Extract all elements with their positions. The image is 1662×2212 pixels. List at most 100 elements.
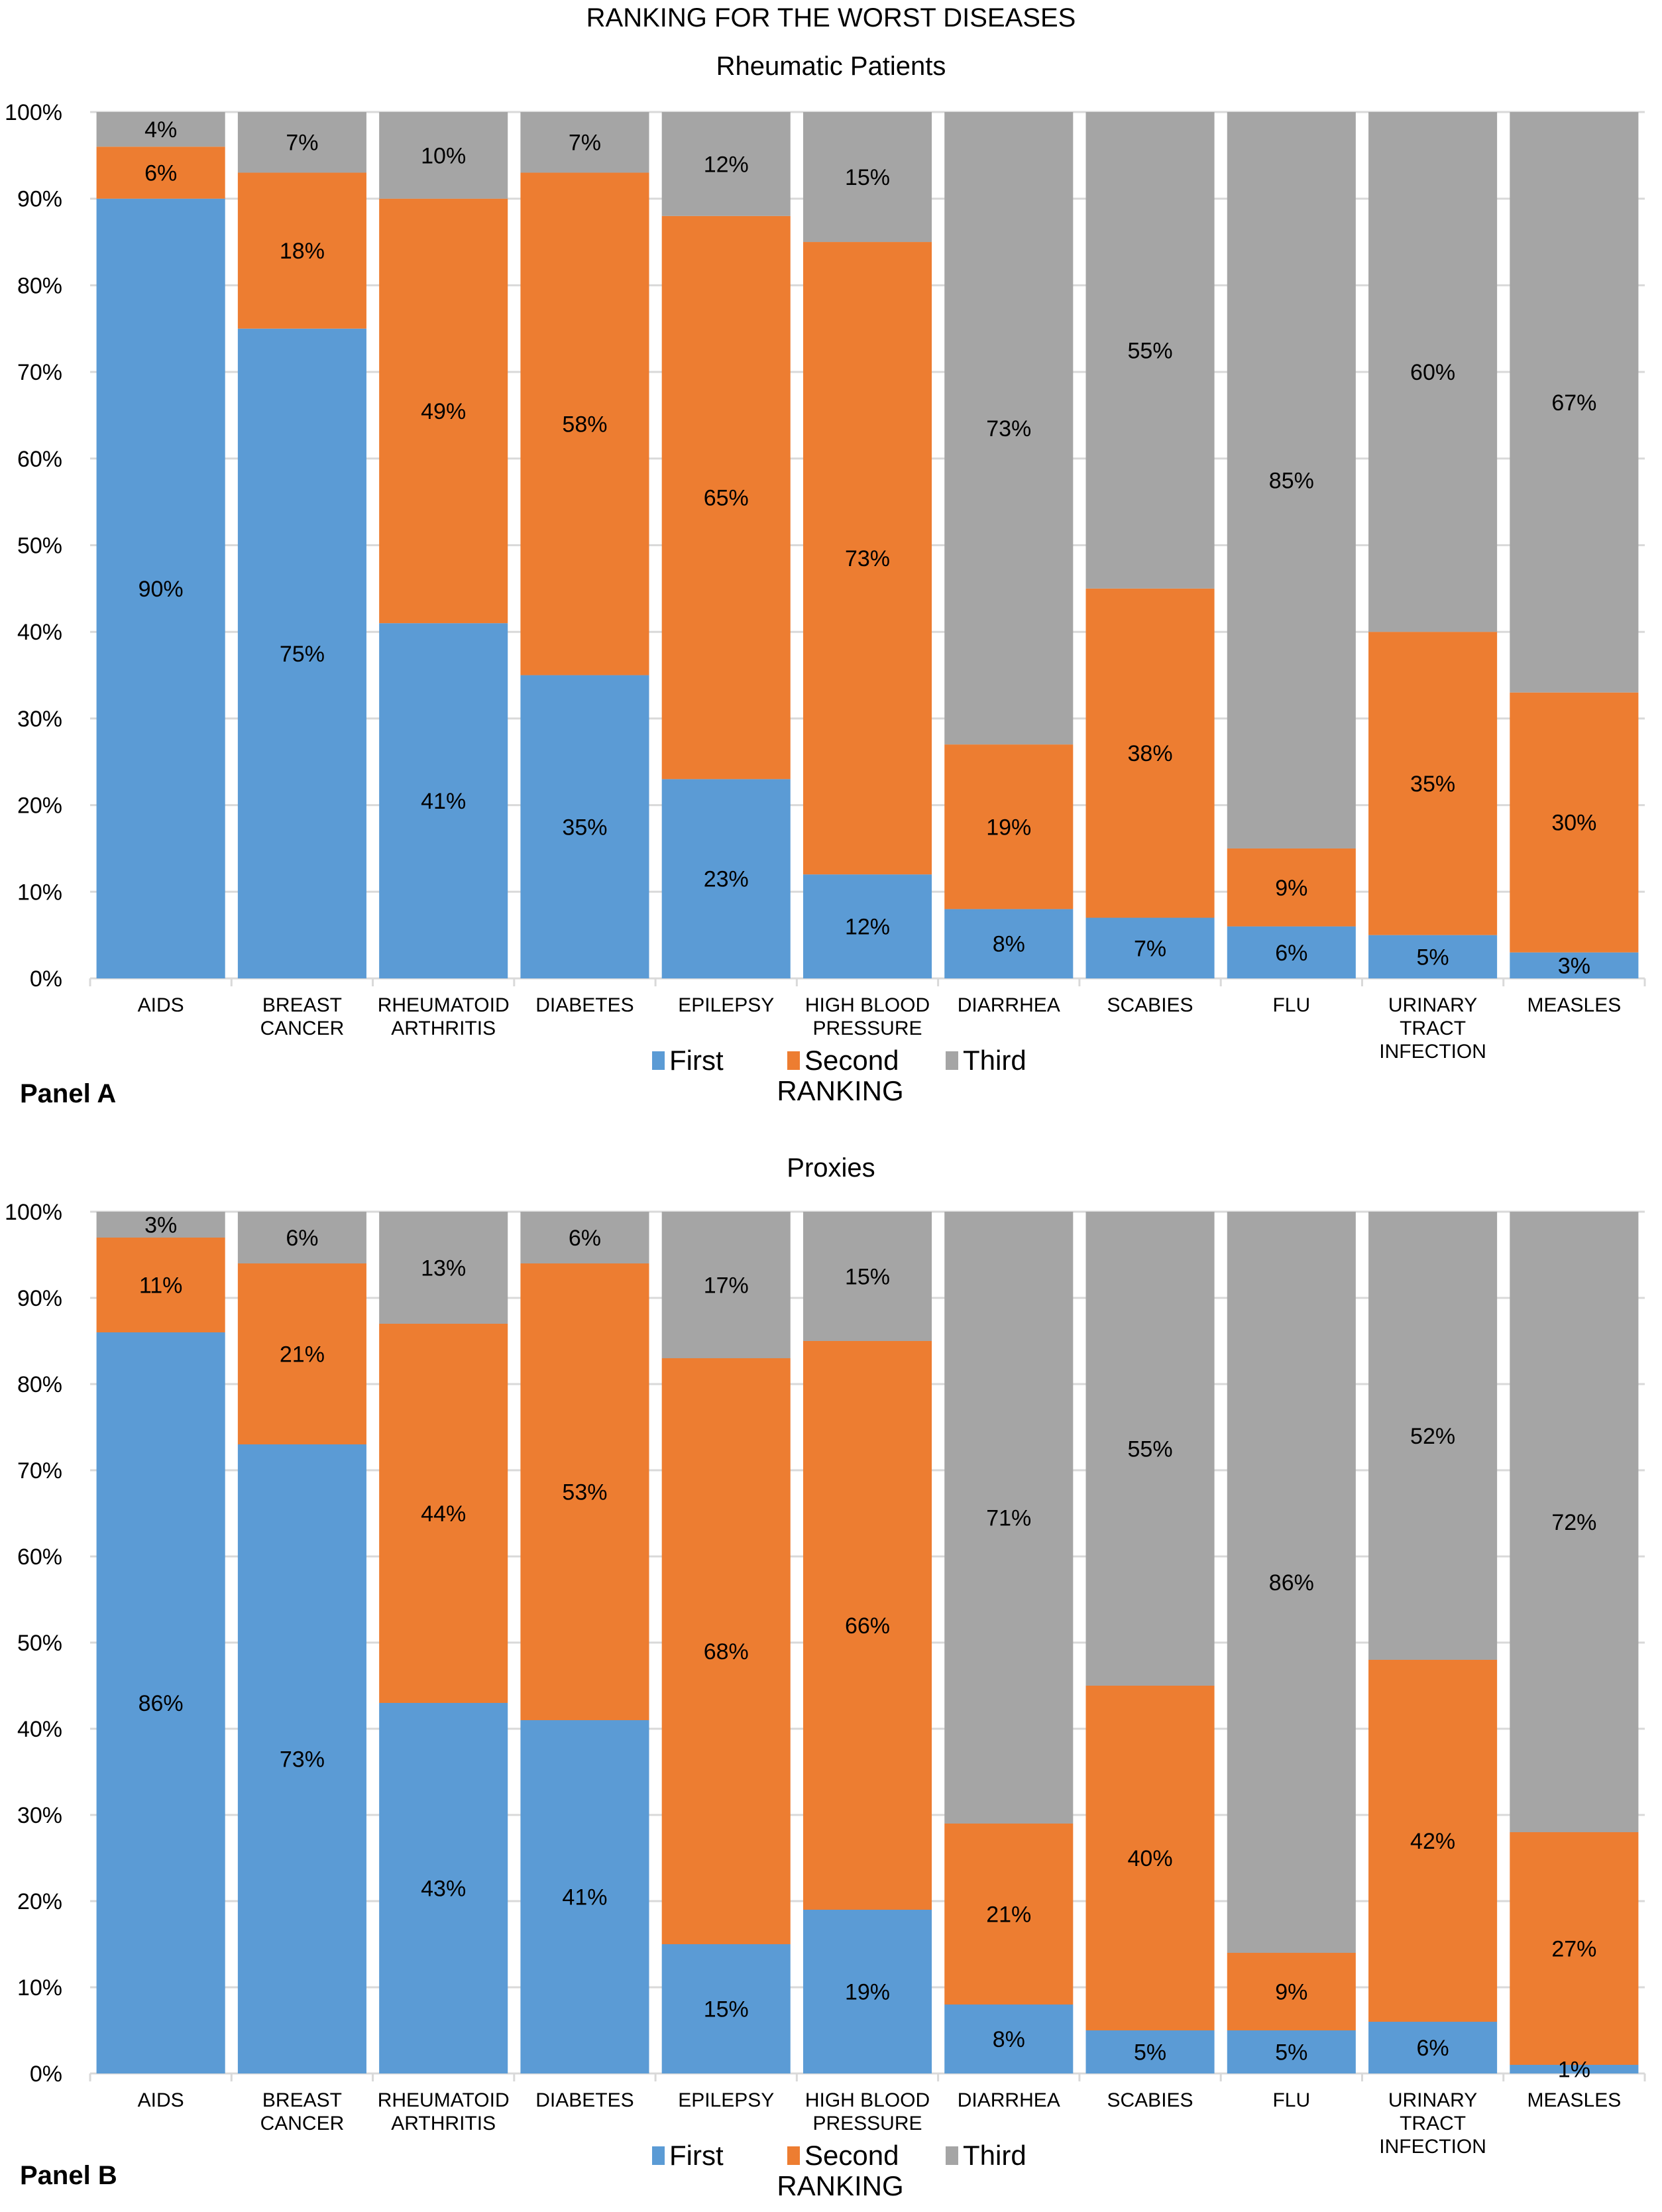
x-tick-label: FLU (1272, 2089, 1310, 2111)
figure-title: RANKING FOR THE WORST DISEASES (586, 3, 1076, 32)
x-tick-label: MEASLES (1527, 994, 1621, 1016)
bar-segment-first (661, 1944, 791, 2073)
data-label: 13% (421, 1256, 466, 1281)
legend-title: RANKING (777, 1075, 903, 1106)
y-tick-label: 20% (17, 1889, 62, 1914)
bar-segment-third (1510, 1212, 1639, 1832)
data-label: 12% (845, 915, 890, 940)
data-label: 15% (845, 1265, 890, 1290)
data-label: 86% (1269, 1570, 1314, 1596)
bar-segment-second (661, 1358, 791, 1944)
legend-item-second: Second (787, 2140, 899, 2171)
legend-item-second: Second (787, 1045, 899, 1076)
x-tick-label: DIABETES (535, 2089, 634, 2111)
data-label: 15% (845, 165, 890, 190)
legend-label: First (669, 1045, 724, 1076)
bar-segment-second (1510, 692, 1639, 953)
bar-segment-second (1368, 632, 1498, 935)
bars (96, 1212, 1639, 2073)
legend-swatch (787, 1051, 800, 1070)
data-label: 11% (139, 1273, 183, 1299)
bar-segment-second (1085, 588, 1215, 918)
data-labels: 90% 6% 4% 75% 18% 7% 41% 49% 10% 35% 58% 7% 23% 65% 12… (138, 117, 1597, 978)
x-tick-label: AIDS (138, 994, 184, 1016)
data-label: 49% (421, 399, 466, 424)
data-label: 19% (845, 1980, 890, 2005)
data-label: 55% (1128, 1437, 1173, 1462)
bar-segment-first (96, 198, 225, 979)
data-label: 3% (144, 1213, 177, 1238)
x-tick-label: MEASLES (1527, 2089, 1621, 2111)
bar-segment-third (1227, 112, 1356, 848)
y-tick-label: 30% (17, 1803, 62, 1828)
data-label: 5% (1275, 2040, 1307, 2066)
data-label: 6% (569, 1226, 601, 1251)
y-tick-label: 20% (17, 793, 62, 819)
y-tick-label: 40% (17, 620, 62, 645)
bar-segment-first (379, 623, 508, 978)
data-label: 72% (1551, 1510, 1596, 1535)
bar-segment-second (520, 1263, 649, 1720)
bar-segment-third (944, 112, 1074, 745)
x-tick-label: EPILEPSY (678, 994, 774, 1016)
x-tick-label: URINARY TRACT INFECTION (1379, 994, 1486, 1063)
x-tick-label: BREAST CANCER (260, 994, 345, 1039)
bar-segment-third (1510, 112, 1639, 693)
data-label: 7% (286, 131, 318, 156)
bar-segment-second (379, 198, 508, 624)
bar-segment-third (520, 1212, 649, 1263)
y-tick-label: 10% (17, 1975, 62, 2001)
bar-segment-third (237, 112, 366, 173)
data-label: 35% (562, 815, 607, 840)
data-label: 15% (704, 1997, 749, 2022)
bar-segment-first (944, 2005, 1074, 2073)
bar-segment-second (803, 1341, 932, 1910)
legend: First Second Third RANKING (652, 2140, 1026, 2201)
y-tick-label: 70% (17, 360, 62, 385)
legend-label: First (669, 2140, 724, 2171)
data-label: 5% (1417, 945, 1449, 970)
bar-segment-first (1227, 2030, 1356, 2073)
bar-segment-first (520, 675, 649, 978)
bar-segment-third (661, 112, 791, 216)
legend-label: Third (963, 1045, 1026, 1076)
data-label: 68% (704, 1639, 749, 1664)
data-label: 75% (280, 642, 325, 667)
y-tick-label: 0% (30, 2062, 62, 2087)
legend: First Second Third RANKING (652, 1045, 1026, 1106)
bar-segment-second (1510, 1832, 1639, 2065)
x-tick-label: SCABIES (1107, 994, 1193, 1016)
bar-segment-third (1085, 112, 1215, 589)
x-tick-label: HIGH BLOOD PRESSURE (805, 2089, 930, 2134)
x-tick-label: EPILEPSY (678, 2089, 774, 2111)
bar-segment-second (237, 172, 366, 329)
bar-segment-third (237, 1212, 366, 1263)
data-label: 58% (562, 412, 607, 437)
bar-segment-second (944, 744, 1074, 909)
y-tick-label: 0% (30, 966, 62, 992)
bar-segment-second (96, 146, 225, 199)
data-label: 73% (280, 1747, 325, 1773)
data-label: 6% (286, 1226, 318, 1251)
bar-segment-third (944, 1212, 1074, 1824)
panel-label: Panel A (20, 1079, 116, 1108)
bar-segment-first (803, 1910, 932, 2073)
legend-item-first: First (652, 1045, 724, 1076)
data-label: 1% (1558, 2058, 1590, 2083)
legend-item-first: First (652, 2140, 724, 2171)
data-label: 6% (1275, 941, 1307, 966)
bar-segment-second (379, 1324, 508, 1703)
bar-segment-third (661, 1212, 791, 1358)
y-axis-ticks: 0% 10% 20% 30% 40% 50% 60% 70% 80% 90% 100% (5, 1200, 62, 2087)
legend-swatch (787, 2146, 800, 2165)
chart-title: Rheumatic Patients (716, 52, 946, 81)
y-tick-label: 90% (17, 1286, 62, 1311)
data-label: 4% (144, 117, 177, 143)
x-tick-label: HIGH BLOOD PRESSURE (805, 994, 930, 1039)
y-tick-label: 80% (17, 273, 62, 298)
data-label: 41% (421, 789, 466, 814)
x-axis-labels: AIDS BREAST CANCER RHEUMATOID ARTHRITIS DIABE… (138, 994, 1622, 1063)
bar-segment-second (944, 1824, 1074, 2005)
legend-swatch (652, 1051, 665, 1070)
